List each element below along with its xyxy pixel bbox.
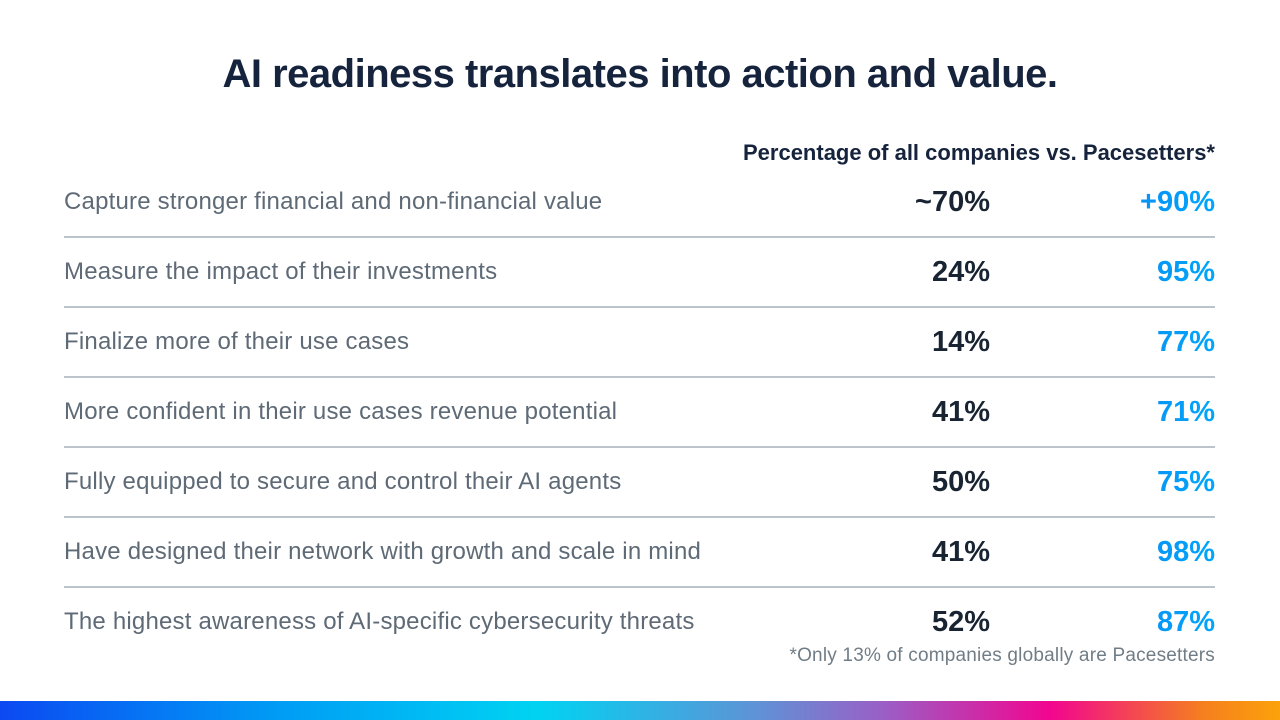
pacesetters-value: +90% [990,186,1215,219]
pacesetters-value: 95% [990,256,1215,289]
table-row: Fully equipped to secure and control the… [64,448,1215,518]
all-companies-value: ~70% [915,185,990,218]
pacesetters-value: 87% [990,606,1215,639]
row-label: The highest awareness of AI-specific cyb… [64,608,695,635]
footnote: *Only 13% of companies globally are Pace… [789,645,1215,666]
table-row: The highest awareness of AI-specific cyb… [64,588,1215,656]
table-row: Capture stronger financial and non-finan… [64,168,1215,238]
row-label: Have designed their network with growth … [64,538,702,565]
row-label: Fully equipped to secure and control the… [64,468,622,495]
all-companies-value: 41% [931,395,990,428]
table-row: Have designed their network with growth … [64,518,1215,588]
brand-gradient-bar [0,701,1280,720]
row-label: Finalize more of their use cases [64,328,410,355]
all-companies-value: 24% [931,255,990,288]
pacesetters-value: 75% [990,466,1215,499]
all-companies-value: 14% [931,325,990,358]
table-row: Finalize more of their use cases 14% 77% [64,308,1215,378]
row-label: Measure the impact of their investments [64,258,498,285]
column-header: Percentage of all companies vs. Pacesett… [742,140,1215,165]
page-title: AI readiness translates into action and … [222,52,1058,96]
table-row: More confident in their use cases revenu… [64,378,1215,448]
pacesetters-value: 98% [990,536,1215,569]
pacesetters-value: 77% [990,326,1215,359]
table-row: Measure the impact of their investments … [64,238,1215,308]
row-label: Capture stronger financial and non-finan… [64,188,603,215]
row-label: More confident in their use cases revenu… [64,398,618,425]
all-companies-value: 52% [931,605,990,638]
all-companies-value: 41% [931,535,990,568]
comparison-table: Capture stronger financial and non-finan… [64,168,1215,656]
pacesetters-value: 71% [990,396,1215,429]
all-companies-value: 50% [931,465,990,498]
